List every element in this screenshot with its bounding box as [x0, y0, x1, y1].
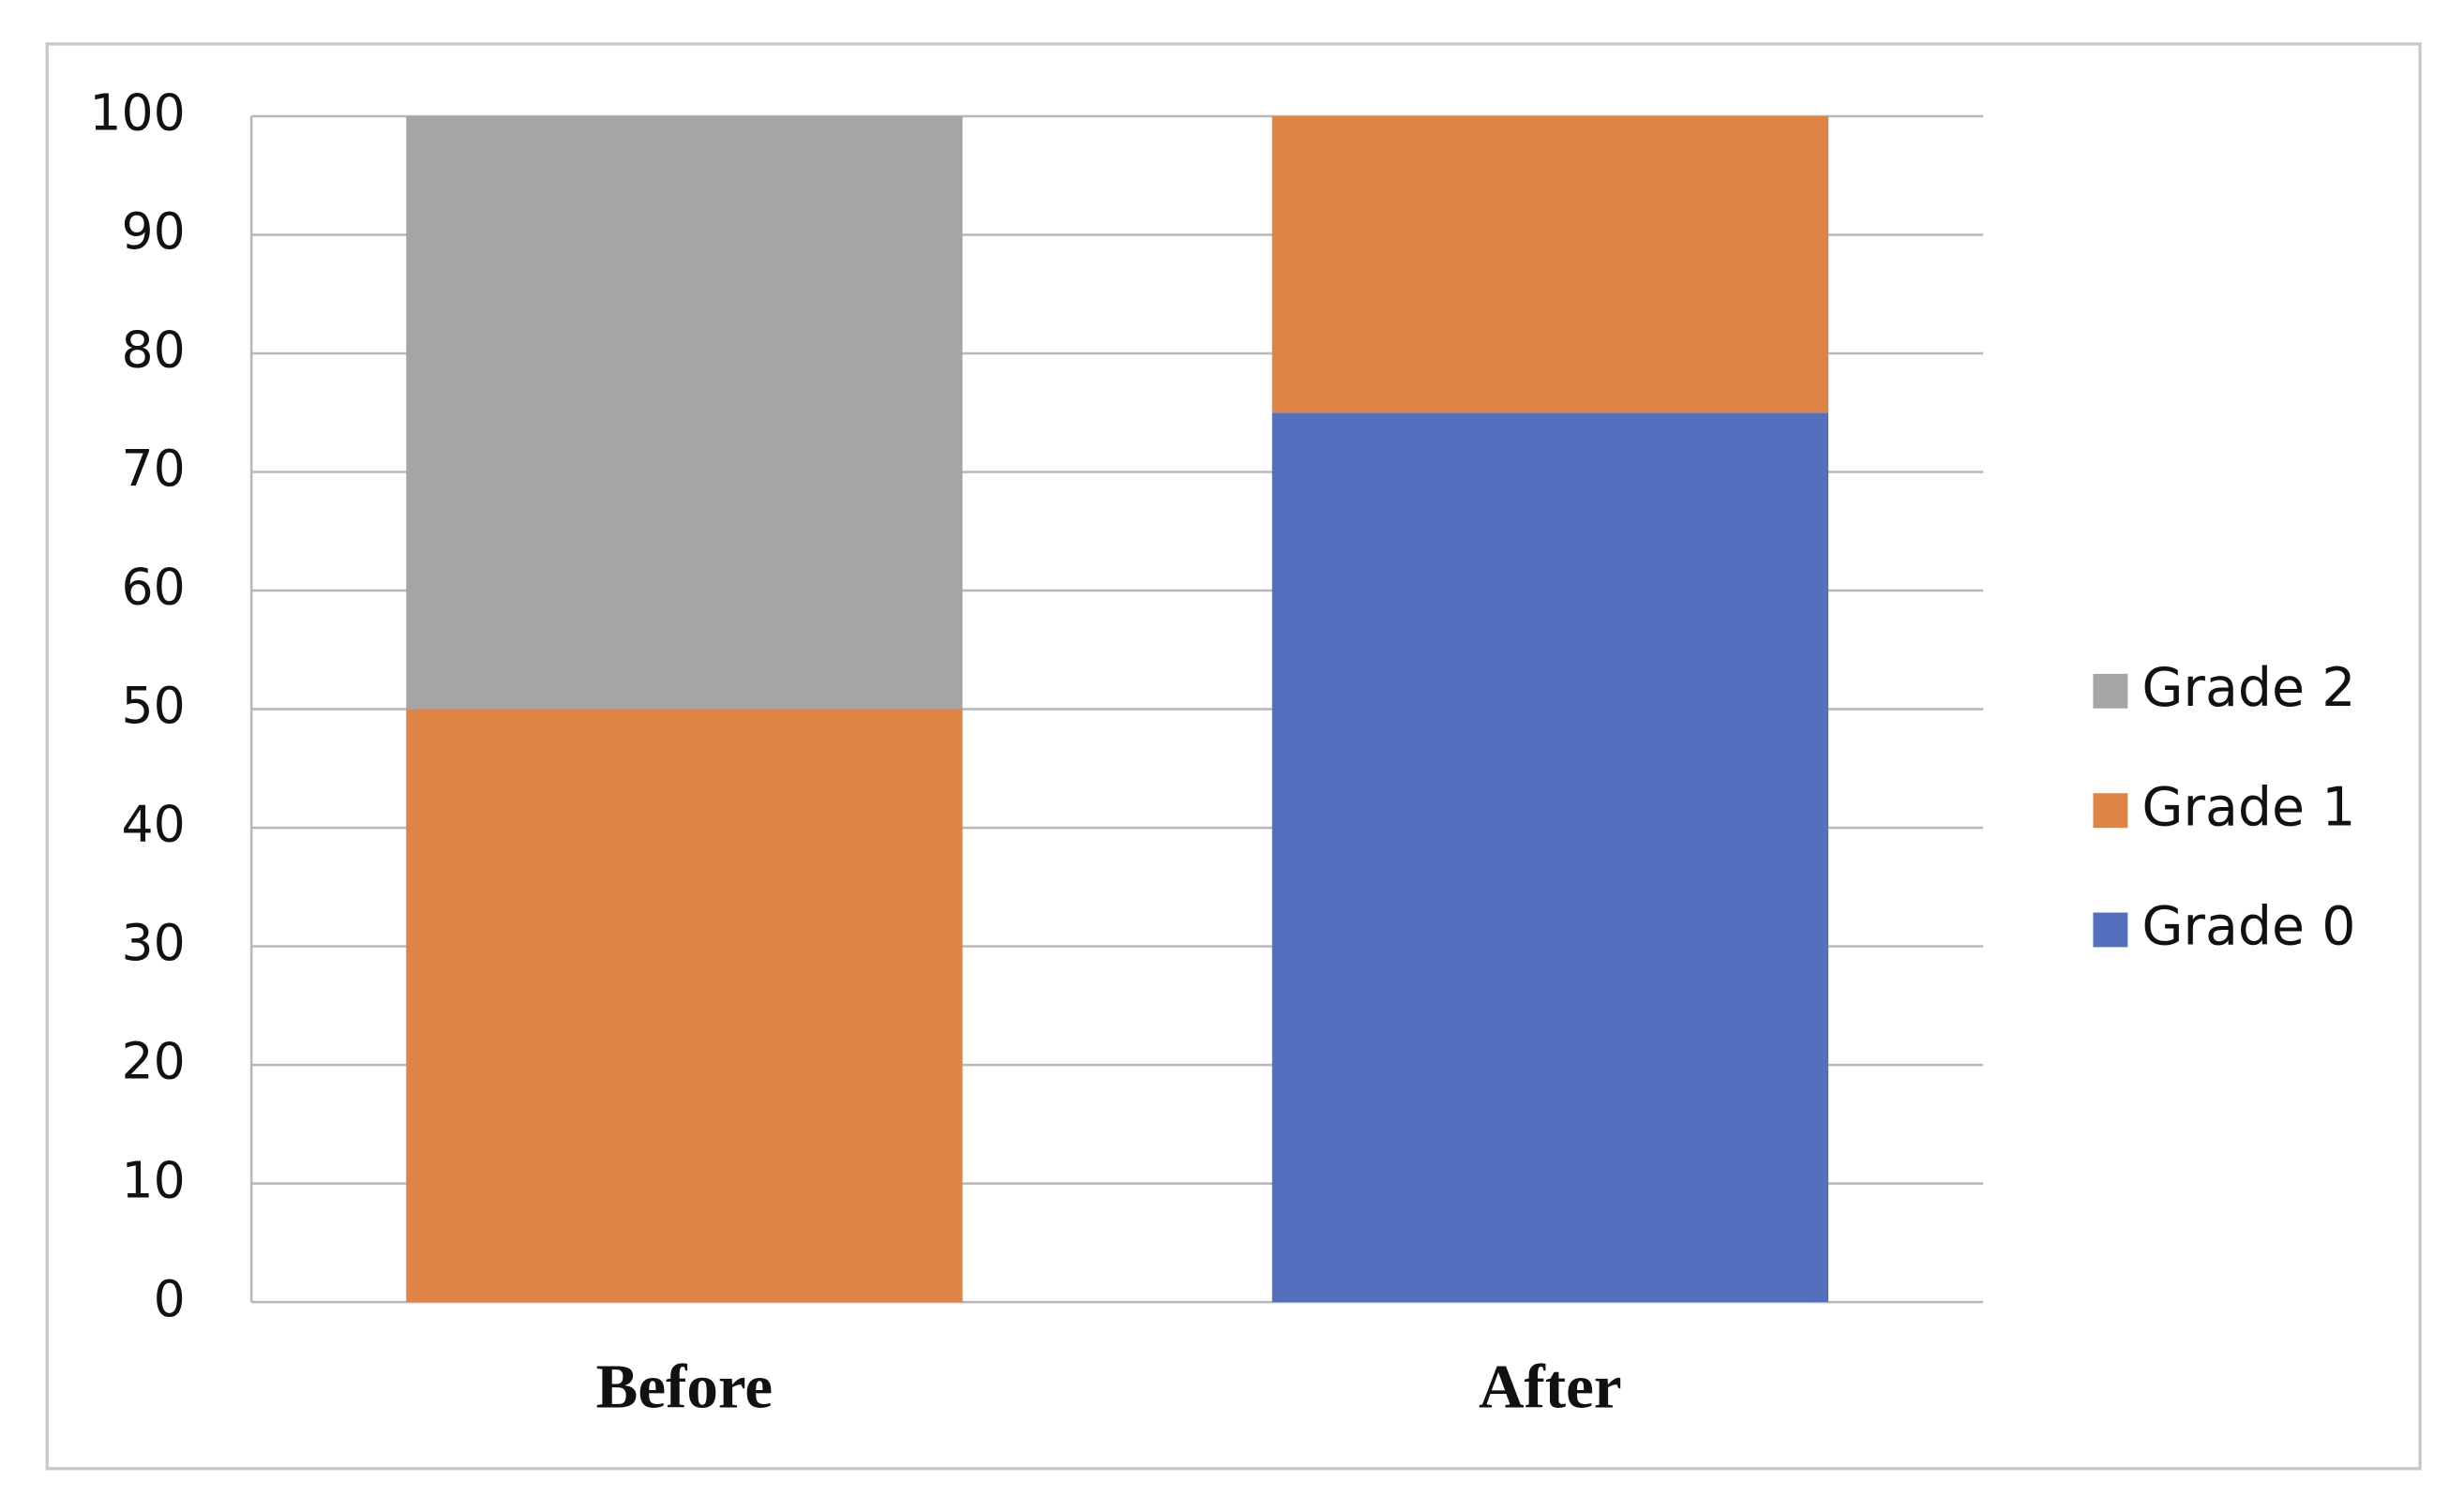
y-tick-label: 30	[122, 913, 186, 972]
y-tick-label: 40	[122, 795, 186, 854]
y-tick-label: 70	[122, 439, 186, 498]
legend-label: Grade 1	[2141, 776, 2355, 838]
bar-segment	[1271, 116, 1829, 413]
y-tick-label: 90	[122, 202, 186, 261]
y-tick-label: 50	[122, 676, 186, 735]
x-tick-label: After	[1479, 1353, 1622, 1422]
y-tick-label: 100	[89, 83, 185, 142]
bar-segment	[406, 709, 963, 1303]
chart-frame	[45, 42, 2422, 1471]
x-tick-label: Before	[596, 1353, 774, 1422]
bar-segment	[1271, 412, 1829, 1303]
legend-label: Grade 2	[2141, 657, 2355, 719]
legend-swatch	[2093, 673, 2128, 709]
y-tick-label: 20	[122, 1032, 186, 1091]
legend-swatch	[2093, 912, 2128, 948]
legend-label: Grade 0	[2141, 896, 2355, 958]
y-tick-label: 60	[122, 558, 186, 617]
legend-swatch	[2093, 793, 2128, 829]
y-tick-label: 0	[154, 1269, 186, 1328]
y-tick-label: 10	[122, 1150, 186, 1209]
bar-segment	[406, 116, 963, 710]
y-tick-label: 80	[122, 321, 186, 380]
